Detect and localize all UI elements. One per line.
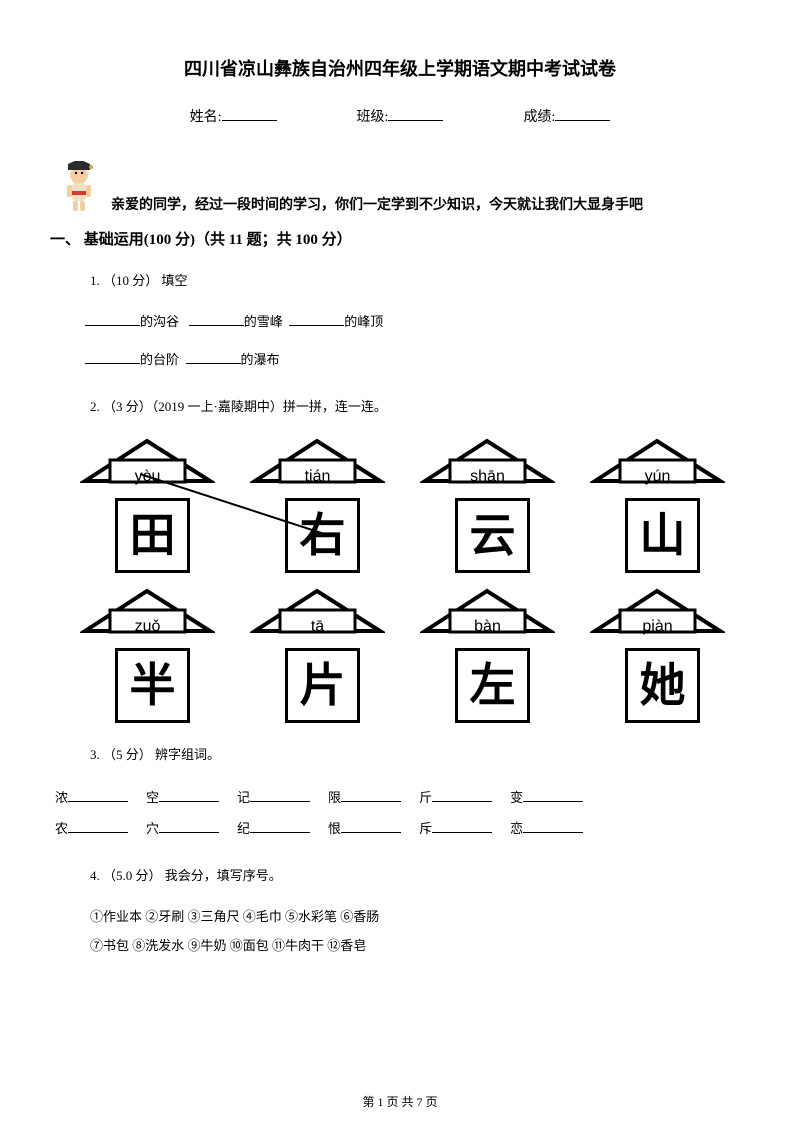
q3-blank[interactable]: [159, 789, 219, 802]
pinyin-text: zuǒ: [80, 609, 215, 644]
pinyin-text: tā: [250, 609, 385, 644]
pinyin-roof[interactable]: yòu: [80, 433, 215, 488]
q3-char: 变: [510, 782, 523, 813]
pinyin-text: bàn: [420, 609, 555, 644]
pinyin-text: piàn: [590, 609, 725, 644]
q3-char: 斤: [419, 782, 432, 813]
q3-blank[interactable]: [432, 789, 492, 802]
name-label: 姓名:: [190, 106, 222, 126]
student-info-row: 姓名: 班级: 成绩:: [85, 106, 715, 126]
q3-char: 空: [146, 782, 159, 813]
pinyin-roof[interactable]: yún: [590, 433, 725, 488]
q4-head: 4. （5.0 分） 我会分，填写序号。: [90, 862, 715, 891]
q3-blank[interactable]: [341, 789, 401, 802]
q1-blank[interactable]: [289, 313, 344, 326]
q3-char: 穴: [146, 813, 159, 844]
q1-head: 1. （10 分） 填空: [90, 267, 715, 296]
q1-blank[interactable]: [85, 351, 140, 364]
q3-blank[interactable]: [250, 820, 310, 833]
q3-blank[interactable]: [523, 820, 583, 833]
page-footer: 第 1 页 共 7 页: [0, 1093, 800, 1110]
question-4: 4. （5.0 分） 我会分，填写序号。 ①作业本 ②牙刷 ③三角尺 ④毛巾 ⑤…: [90, 862, 715, 960]
q1-blank[interactable]: [186, 351, 241, 364]
pinyin-roof[interactable]: bàn: [420, 583, 555, 638]
name-blank[interactable]: [222, 107, 277, 121]
pinyin-roof[interactable]: piàn: [590, 583, 725, 638]
q1-item: 的瀑布: [241, 352, 280, 367]
q1-blank[interactable]: [189, 313, 244, 326]
pinyin-text: tián: [250, 459, 385, 494]
page-title: 四川省凉山彝族自治州四年级上学期语文期中考试试卷: [85, 55, 715, 81]
char-box[interactable]: 田: [115, 498, 190, 573]
q3-char: 浓: [55, 782, 68, 813]
q1-blank[interactable]: [85, 313, 140, 326]
q3-char: 恨: [328, 813, 341, 844]
q3-blank[interactable]: [341, 820, 401, 833]
q1-item: 的台阶: [140, 352, 179, 367]
q1-item: 的沟谷: [140, 314, 179, 329]
q1-item: 的峰顶: [344, 314, 383, 329]
score-blank[interactable]: [555, 107, 610, 121]
q4-line1: ①作业本 ②牙刷 ③三角尺 ④毛巾 ⑤水彩笔 ⑥香肠: [90, 903, 715, 932]
q3-char: 农: [55, 813, 68, 844]
q2-head: 2. （3 分）（2019 一上·嘉陵期中）拼一拼，连一连。: [90, 393, 715, 422]
q3-blank[interactable]: [68, 820, 128, 833]
pinyin-roof[interactable]: shān: [420, 433, 555, 488]
q3-char: 记: [237, 782, 250, 813]
q1-item: 的雪峰: [244, 314, 283, 329]
q3-char: 斥: [419, 813, 432, 844]
char-box[interactable]: 片: [285, 648, 360, 723]
pinyin-matching-grid: yòu tián shān yún 田 右 云 山 zuǒ: [80, 433, 715, 723]
char-box[interactable]: 山: [625, 498, 700, 573]
q3-char: 纪: [237, 813, 250, 844]
q3-char: 限: [328, 782, 341, 813]
pinyin-roof[interactable]: tián: [250, 433, 385, 488]
section-1-heading: 一、 基础运用(100 分)（共 11 题；共 100 分）: [50, 228, 715, 249]
pinyin-text: shān: [420, 459, 555, 494]
mascot-icon: [55, 161, 103, 216]
pinyin-roof[interactable]: zuǒ: [80, 583, 215, 638]
q3-blank[interactable]: [68, 789, 128, 802]
char-box[interactable]: 半: [115, 648, 190, 723]
q3-char: 恋: [510, 813, 523, 844]
class-label: 班级:: [357, 106, 389, 126]
q3-blank[interactable]: [432, 820, 492, 833]
q3-blank[interactable]: [523, 789, 583, 802]
q3-head: 3. （5 分） 辨字组词。: [90, 741, 715, 770]
char-box[interactable]: 她: [625, 648, 700, 723]
q3-blank[interactable]: [159, 820, 219, 833]
char-box[interactable]: 云: [455, 498, 530, 573]
q4-line2: ⑦书包 ⑧洗发水 ⑨牛奶 ⑩面包 ⑪牛肉干 ⑫香皂: [90, 932, 715, 961]
char-box[interactable]: 左: [455, 648, 530, 723]
question-3: 3. （5 分） 辨字组词。 浓 空 记 限 斤 变 农 穴 纪 恨 斥 恋: [90, 741, 715, 844]
question-2: 2. （3 分）（2019 一上·嘉陵期中）拼一拼，连一连。 yòu tián …: [90, 393, 715, 724]
intro-text: 亲爱的同学，经过一段时间的学习，你们一定学到不少知识，今天就让我们大显身手吧: [111, 194, 715, 216]
pinyin-roof[interactable]: tā: [250, 583, 385, 638]
q3-blank[interactable]: [250, 789, 310, 802]
score-label: 成绩:: [523, 106, 555, 126]
pinyin-text: yún: [590, 459, 725, 494]
question-1: 1. （10 分） 填空 的沟谷 的雪峰 的峰顶 的台阶 的瀑布: [90, 267, 715, 375]
char-box[interactable]: 右: [285, 498, 360, 573]
class-blank[interactable]: [388, 107, 443, 121]
